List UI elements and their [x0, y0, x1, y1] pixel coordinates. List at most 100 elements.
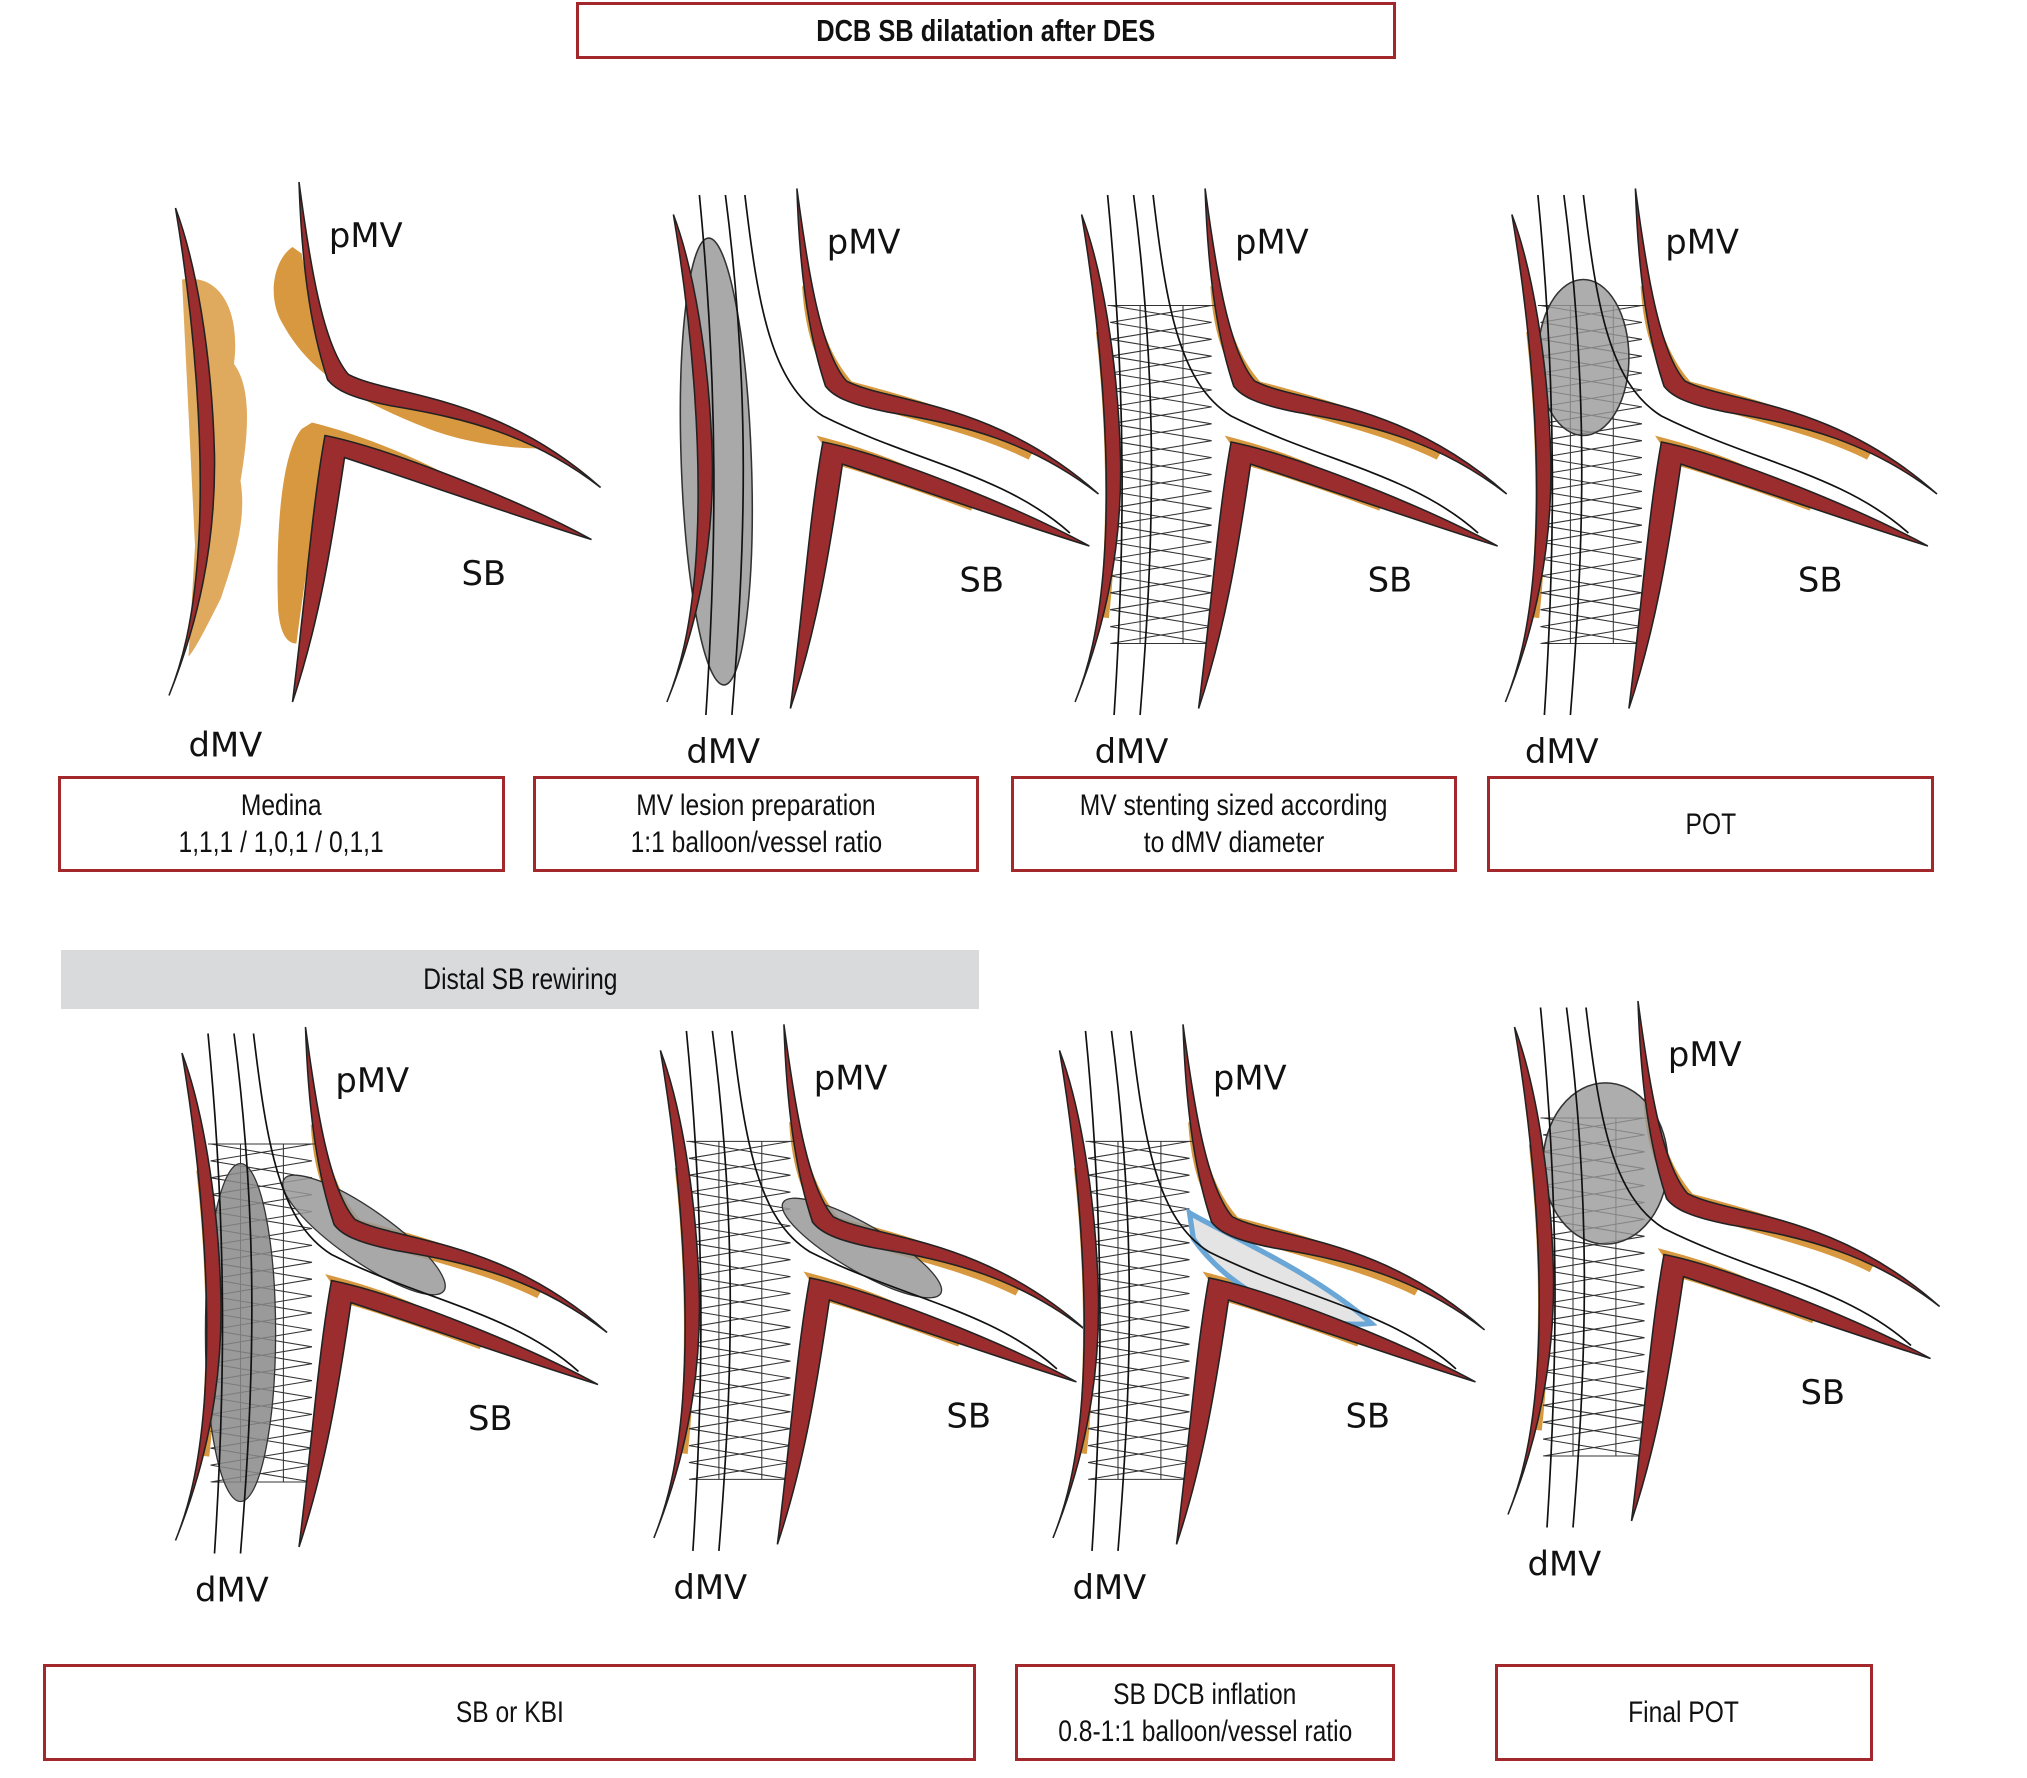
label-dmv: dMV: [1072, 1568, 1146, 1607]
label-dmv: dMV: [686, 732, 760, 771]
caption-final-pot: Final POT: [1495, 1664, 1873, 1761]
stent-strut: [1117, 1141, 1162, 1480]
caption-mv-stenting: MV stenting sized according to dMV diame…: [1011, 776, 1457, 872]
stent-strut: [1088, 1445, 1190, 1480]
bifurcation-panel-2: pMV SB dMV: [666, 188, 1100, 771]
plaque: [277, 422, 481, 644]
label-pmv: pMV: [1235, 222, 1309, 261]
stent-strut: [1110, 440, 1212, 476]
label-sb: SB: [946, 1396, 991, 1435]
label-sb: SB: [959, 561, 1004, 600]
stent-strut: [688, 1174, 791, 1210]
sb-guidewire: [252, 1033, 580, 1373]
stent-strut: [1543, 1421, 1645, 1457]
guidewire: [711, 1030, 732, 1551]
vessel-wall-left: [1507, 1026, 1555, 1515]
guidewire: [724, 194, 745, 716]
stent-strut: [1110, 473, 1212, 509]
stent-strut: [688, 1411, 791, 1447]
stent-strut: [688, 1309, 791, 1345]
label-pmv: pMV: [827, 222, 901, 261]
label-pmv: pMV: [814, 1058, 888, 1097]
vessel-wall-upper: [796, 188, 1100, 495]
stent-strut: [1088, 1276, 1190, 1311]
stent-strut: [688, 1377, 791, 1413]
stent-strut: [1543, 1387, 1645, 1423]
label-sb: SB: [1801, 1373, 1846, 1412]
mv-balloon-icon: [204, 1162, 277, 1503]
stent-strut: [1110, 304, 1212, 340]
label-dmv: dMV: [1525, 732, 1599, 771]
stent-strut: [688, 1242, 791, 1278]
figure-title: DCB SB dilatation after DES: [576, 2, 1396, 59]
vessel-wall-left: [168, 207, 216, 696]
stent-icon: [1107, 304, 1216, 645]
vessel-wall-lower: [291, 434, 592, 703]
bifurcation-panel-8: pMV SB dMV: [1507, 1000, 1941, 1584]
guidewire: [1106, 194, 1123, 716]
caption-line: MV stenting sized according: [1080, 789, 1388, 822]
stent-strut: [1139, 305, 1184, 644]
stent-strut: [1543, 1286, 1645, 1322]
stent-icon: [1085, 1140, 1194, 1480]
label-dmv: dMV: [1528, 1545, 1602, 1584]
label-pmv: pMV: [1668, 1035, 1742, 1074]
label-dmv: dMV: [1095, 732, 1169, 771]
label-pmv: pMV: [1665, 222, 1739, 261]
vessel-wall-left: [1074, 214, 1122, 703]
stent-strut: [1540, 541, 1642, 577]
vessel-wall-upper: [783, 1024, 1087, 1331]
stent-strut: [1110, 507, 1212, 543]
vessel-wall-upper: [1204, 188, 1508, 495]
stent-strut: [1088, 1309, 1190, 1345]
stent-strut: [1088, 1140, 1190, 1176]
guidewire: [1110, 1030, 1131, 1551]
stent-strut: [1540, 575, 1642, 611]
caption-line: 1,1,1 / 1,0,1 / 0,1,1: [178, 826, 385, 859]
stent-strut: [688, 1140, 791, 1176]
vessel-wall-left: [653, 1050, 701, 1539]
vessel-wall-lower: [298, 1279, 599, 1548]
vessel-wall-lower: [1628, 441, 1929, 709]
bifurcation-panel-5: pMV SB dMV: [174, 1026, 608, 1610]
vessel-wall-left: [666, 214, 714, 703]
caption-line: Final POT: [1628, 1696, 1740, 1729]
caption-sb-or-kbi: SB or KBI: [43, 1664, 976, 1761]
caption-line: 1:1 balloon/vessel ratio: [630, 826, 882, 859]
vessel-wall-upper: [1182, 1024, 1486, 1331]
bifurcation-panel-3: pMV SB dMV: [1074, 188, 1508, 771]
bifurcation-panel-6: pMV SB dMV: [653, 1024, 1087, 1607]
sb-guidewire: [731, 1030, 1058, 1370]
caption-line: Medina: [241, 789, 322, 822]
stent-icon: [686, 1140, 795, 1480]
vessel-wall-lower: [1197, 441, 1498, 709]
stent-strut: [1088, 1411, 1190, 1447]
caption-sb-dcb-inflation: SB DCB inflation 0.8-1:1 balloon/vessel …: [1015, 1664, 1395, 1761]
vessel-wall-upper: [1634, 188, 1938, 495]
stent-strut: [688, 1445, 791, 1480]
bifurcation-panel-4: pMV SB dMV: [1504, 188, 1938, 771]
stent-strut: [1540, 507, 1642, 543]
guidewire: [1132, 194, 1153, 716]
stent-strut: [1110, 338, 1212, 374]
label-sb: SB: [468, 1399, 513, 1438]
stent-strut: [1540, 473, 1642, 509]
bifurcation-panel-7: pMV SB dMV: [1052, 1024, 1486, 1607]
vessel-wall-left: [174, 1052, 222, 1541]
stent-strut: [1540, 609, 1642, 645]
stent-strut: [1110, 541, 1212, 577]
stent-strut: [1088, 1242, 1190, 1278]
caption-line: to dMV diameter: [1143, 826, 1325, 859]
caption-line: SB DCB inflation: [1113, 1677, 1297, 1711]
caption-medina: Medina 1,1,1 / 1,0,1 / 0,1,1: [58, 776, 505, 872]
caption-pot: POT: [1487, 776, 1934, 872]
stent-strut: [1110, 406, 1212, 442]
stent-strut: [1107, 304, 1216, 645]
vessel-wall-left: [1052, 1050, 1100, 1539]
stent-strut: [1110, 609, 1212, 645]
section-banner-text: Distal SB rewiring: [422, 962, 618, 996]
figure-title-text: DCB SB dilatation after DES: [816, 13, 1156, 48]
stent-strut: [688, 1343, 791, 1379]
sb-guidewire: [1152, 194, 1479, 534]
